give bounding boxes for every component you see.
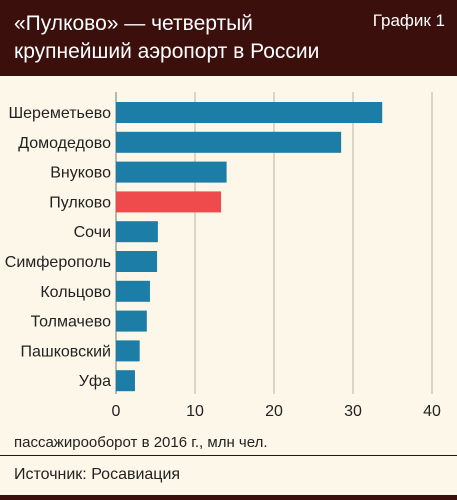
bar [116, 251, 158, 272]
bar [116, 221, 158, 243]
category-label: Сочи [74, 224, 111, 241]
bar [116, 131, 342, 153]
chart-header: «Пулково» — четвертый крупнейший аэропор… [0, 0, 457, 76]
footer-divider [0, 455, 457, 456]
category-label: Домодедово [18, 135, 111, 152]
bottom-bar [0, 495, 457, 500]
category-label: Пашковский [20, 343, 111, 360]
x-tick-label: 40 [423, 403, 441, 420]
chart-area: Шереметьево Домодедово Внуково Пулково Сочи С… [0, 76, 457, 454]
x-axis-label: пассажирооборот в 2016 г., млн чел. [14, 434, 267, 451]
bar [116, 310, 147, 332]
bar-chart: Шереметьево Домодедово Внуково Пулково Сочи С… [5, 92, 441, 451]
category-label: Толмачево [31, 314, 112, 331]
x-tick-label: 30 [344, 403, 362, 420]
x-tick-label: 10 [186, 403, 204, 420]
bar [116, 191, 222, 213]
chart-title: «Пулково» — четвертый крупнейший аэропор… [14, 12, 320, 63]
bars [116, 102, 383, 392]
x-tick-labels: 0 10 20 30 40 [112, 403, 441, 420]
bar [116, 102, 383, 123]
x-tick-label: 0 [112, 403, 121, 420]
bar [116, 340, 140, 362]
bar [116, 280, 150, 302]
category-label: Пулково [49, 194, 111, 211]
category-labels: Шереметьево Домодедово Внуково Пулково Сочи С… [5, 105, 111, 390]
bar [116, 161, 227, 183]
chart-number-tag: График 1 [372, 11, 445, 30]
category-label: Уфа [79, 373, 111, 390]
x-tick-label: 20 [265, 403, 283, 420]
category-label: Кольцово [40, 284, 111, 301]
bar [116, 370, 135, 392]
category-label: Внуково [50, 165, 111, 182]
source-note: Источник: Росавиация [14, 466, 181, 483]
category-label: Симферополь [5, 254, 111, 271]
category-label: Шереметьево [8, 105, 111, 122]
